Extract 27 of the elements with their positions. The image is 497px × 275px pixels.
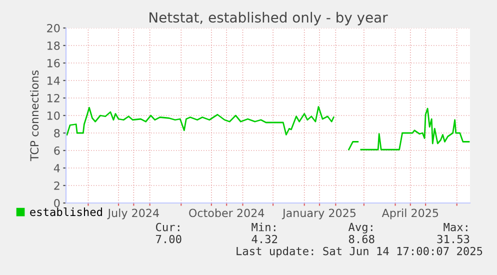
x-tick-label: October 2024 [189, 208, 264, 218]
text: 8.68 [348, 234, 374, 244]
y-tick-label: 12 [48, 94, 60, 102]
y-tick-label: 16 [48, 58, 60, 68]
text: 7.00 [156, 234, 182, 244]
text: 31.53 [437, 234, 470, 244]
y-tick-label: 14 [48, 76, 60, 85]
text: 4.32 [252, 234, 278, 244]
y-tick-label: 10 [48, 111, 60, 120]
text: Last update: Sat Jun 14 17:00:07 2025 [236, 246, 482, 258]
x-tick-label: July 2024 [107, 208, 159, 220]
y-tick-label: 2 [54, 181, 60, 190]
x-tick-label: January 2025 [282, 208, 356, 220]
y-tick-label: 8 [54, 128, 60, 138]
legend-label: established [30, 207, 102, 216]
y-tick-label: 20 [47, 24, 60, 32]
text: Cur: [156, 222, 180, 232]
text: Max: [444, 222, 468, 232]
text: Min: [252, 222, 276, 232]
y-tick-label: 4 [54, 164, 60, 172]
y-axis-title: TCP connections [30, 70, 39, 162]
text: Avg: [348, 222, 372, 234]
y-tick-label: 0 [54, 198, 60, 208]
chart-title: Netstat, established only - by year [150, 12, 388, 26]
y-tick-label: 18 [48, 41, 60, 50]
y-tick-label: 6 [54, 146, 60, 155]
x-tick-label: April 2025 [382, 208, 438, 220]
